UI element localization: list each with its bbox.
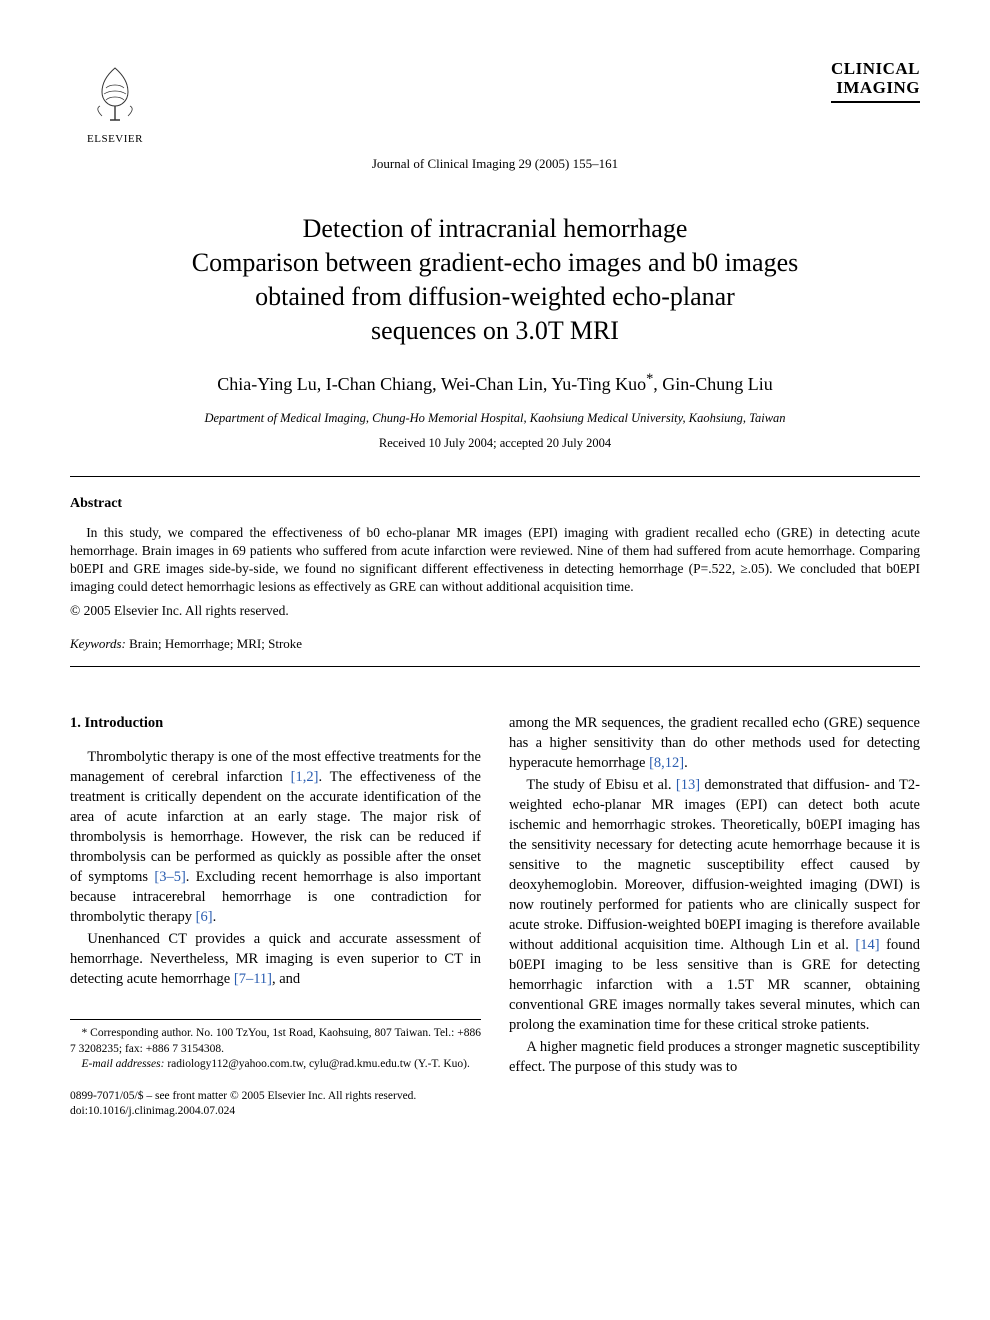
intro-paragraph-3: The study of Ebisu et al. [13] demonstra…: [509, 775, 920, 1035]
abstract-heading: Abstract: [70, 495, 920, 514]
citation-1-2[interactable]: [1,2]: [291, 769, 319, 785]
doi-line: doi:10.1016/j.clinimag.2004.07.024: [70, 1104, 481, 1120]
article-title: Detection of intracranial hemorrhage Com…: [100, 212, 890, 347]
abstract-body: In this study, we compared the effective…: [70, 524, 920, 597]
keywords-text: Brain; Hemorrhage; MRI; Stroke: [126, 636, 302, 651]
journal-logo-line2: IMAGING: [831, 79, 920, 98]
intro-paragraph-2-left: Unenhanced CT provides a quick and accur…: [70, 929, 481, 989]
article-dates: Received 10 July 2004; accepted 20 July …: [70, 435, 920, 452]
abstract-copyright: © 2005 Elsevier Inc. All rights reserved…: [70, 602, 920, 620]
intro-paragraph-2-right: among the MR sequences, the gradient rec…: [509, 713, 920, 773]
p3a: The study of Ebisu et al.: [526, 777, 675, 793]
divider-bottom: [70, 666, 920, 667]
journal-logo: CLINICAL IMAGING: [831, 60, 920, 103]
journal-logo-line1: CLINICAL: [831, 60, 920, 79]
journal-reference: Journal of Clinical Imaging 29 (2005) 15…: [70, 155, 920, 173]
publisher-name: ELSEVIER: [87, 132, 143, 147]
title-line-3: obtained from diffusion-weighted echo-pl…: [255, 282, 735, 311]
email-label: E-mail addresses:: [82, 1058, 165, 1070]
p3b: demonstrated that diffusion- and T2-weig…: [509, 777, 920, 953]
left-column: 1. Introduction Thrombolytic therapy is …: [70, 713, 481, 1120]
intro-paragraph-1: Thrombolytic therapy is one of the most …: [70, 747, 481, 927]
p2c: among the MR sequences, the gradient rec…: [509, 715, 920, 771]
publisher-logo: ELSEVIER: [70, 60, 160, 147]
title-line-2: Comparison between gradient-echo images …: [192, 248, 798, 277]
citation-7-11[interactable]: [7–11]: [234, 971, 272, 987]
title-line-1: Detection of intracranial hemorrhage: [303, 214, 688, 243]
email-note: E-mail addresses: radiology112@yahoo.com…: [70, 1057, 481, 1073]
citation-8-12[interactable]: [8,12]: [649, 755, 684, 771]
body-columns: 1. Introduction Thrombolytic therapy is …: [70, 713, 920, 1120]
affiliation: Department of Medical Imaging, Chung-Ho …: [70, 410, 920, 427]
title-line-4: sequences on 3.0T MRI: [371, 316, 619, 345]
citation-13[interactable]: [13]: [676, 777, 700, 793]
keywords-label: Keywords:: [70, 636, 126, 651]
authors-text: Chia-Ying Lu, I-Chan Chiang, Wei-Chan Li…: [217, 374, 773, 394]
issn-line: 0899-7071/05/$ – see front matter © 2005…: [70, 1089, 481, 1105]
citation-6[interactable]: [6]: [196, 909, 213, 925]
section-1-heading: 1. Introduction: [70, 713, 481, 733]
citation-3-5[interactable]: [3–5]: [154, 869, 185, 885]
right-column: among the MR sequences, the gradient rec…: [509, 713, 920, 1120]
p1b: . The effectiveness of the treatment is …: [70, 769, 481, 885]
p2d: .: [684, 755, 688, 771]
page-header: ELSEVIER CLINICAL IMAGING: [70, 60, 920, 147]
authors-line: Chia-Ying Lu, I-Chan Chiang, Wei-Chan Li…: [70, 370, 920, 396]
footnotes: * Corresponding author. No. 100 TzYou, 1…: [70, 1019, 481, 1073]
p2b: , and: [272, 971, 300, 987]
intro-paragraph-4: A higher magnetic field produces a stron…: [509, 1037, 920, 1077]
email-value: radiology112@yahoo.com.tw, cylu@rad.kmu.…: [164, 1058, 469, 1070]
issn-doi-block: 0899-7071/05/$ – see front matter © 2005…: [70, 1089, 481, 1120]
corresponding-author-note: * Corresponding author. No. 100 TzYou, 1…: [70, 1026, 481, 1057]
keywords-line: Keywords: Brain; Hemorrhage; MRI; Stroke: [70, 635, 920, 653]
abstract-section: Abstract In this study, we compared the …: [70, 477, 920, 667]
p1d: .: [213, 909, 217, 925]
elsevier-tree-icon: [80, 60, 150, 130]
citation-14[interactable]: [14]: [855, 937, 879, 953]
